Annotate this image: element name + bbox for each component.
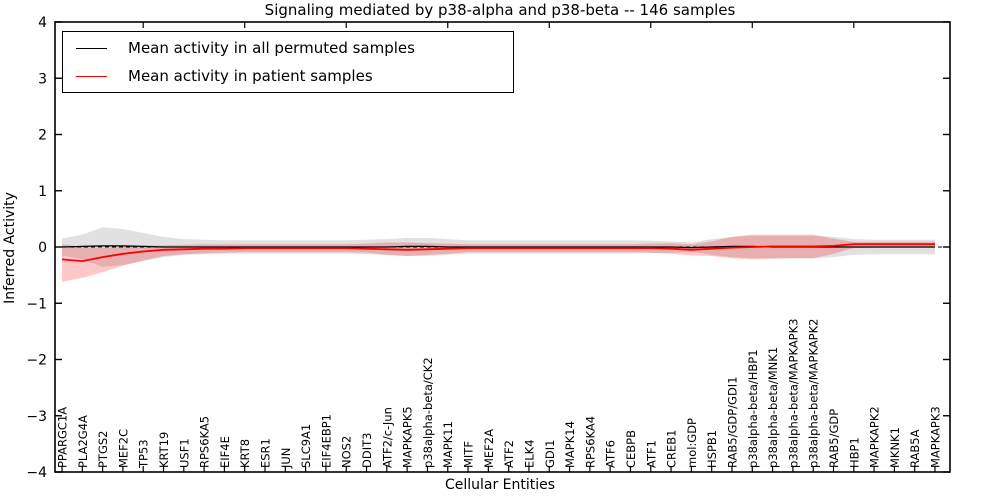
x-tick-label: EIF4EBP1 — [319, 414, 333, 468]
patient-mean-line — [61, 243, 935, 263]
patient-line-sample — [76, 75, 107, 77]
confidence-bands — [62, 227, 935, 282]
x-tick-label: CREB1 — [665, 430, 679, 469]
x-tick-label: JUN — [279, 448, 293, 469]
x-tick-label: ELK4 — [522, 439, 536, 468]
x-tick-label: TP53 — [137, 439, 151, 469]
y-tick-labels: 4 3 2 1 0 −1 −2 −3 −4 — [26, 15, 47, 481]
x-tick-label: GDI1 — [543, 440, 557, 468]
x-tick-label: RAB5A — [908, 429, 922, 468]
y-tick-label: 2 — [38, 128, 47, 144]
legend-item-patient: Mean activity in patient samples — [76, 67, 513, 85]
x-tick-label: PPARGC1A — [56, 407, 70, 468]
y-tick-label: −3 — [26, 409, 47, 425]
x-tick-label: RAB5/GDP/GDI1 — [725, 376, 739, 468]
x-tick-label: MAPKAPK3 — [929, 406, 943, 468]
x-tick-label: MAPK11 — [441, 421, 455, 468]
y-tick-label: −2 — [26, 353, 47, 369]
y-tick-label: −4 — [26, 465, 47, 481]
x-tick-label: ESR1 — [259, 438, 273, 468]
x-tick-label: p38alpha-beta/MAPKAPK3 — [786, 319, 800, 469]
x-axis-label: Cellular Entities — [444, 477, 556, 493]
x-tick-label: SLC9A1 — [299, 424, 313, 468]
y-tick-label: 1 — [38, 184, 47, 200]
x-tick-label: p38alpha-beta/MNK1 — [766, 347, 780, 468]
x-tick-label: p38alpha-beta/HBP1 — [746, 349, 760, 468]
x-tick-label: NOS2 — [340, 436, 354, 468]
x-tick-labels: PPARGC1A PLA2G4A PTGS2 MEF2C TP53 KRT19 USF1 RP… — [56, 319, 943, 470]
x-tick-label: p38alpha-beta/MAPKAPK2 — [807, 319, 821, 469]
x-tick-label: mol:GDP — [685, 418, 699, 468]
x-tick-label: RAB5/GDP — [827, 409, 841, 468]
legend-label-permuted: Mean activity in all permuted samples — [128, 39, 415, 57]
x-tick-label: KRT8 — [238, 439, 252, 468]
x-tick-label: PTGS2 — [96, 431, 110, 469]
y-tick-label: 4 — [38, 15, 47, 31]
x-tick-label: RPS6KA4 — [583, 416, 597, 468]
y-tick-label: 3 — [38, 71, 47, 87]
x-tick-label: HBP1 — [847, 437, 861, 468]
x-tick-label: RPS6KA5 — [198, 416, 212, 468]
series-lines — [61, 243, 935, 263]
y-tick-label: −1 — [26, 296, 47, 312]
axis-ticks — [55, 21, 950, 473]
x-tick-label: MEF2A — [482, 429, 496, 468]
x-tick-label: MEF2C — [116, 429, 130, 468]
x-tick-label: MKNK1 — [888, 427, 902, 468]
x-tick-label: HSPB1 — [705, 430, 719, 468]
x-tick-label: EIF4E — [218, 436, 232, 468]
x-tick-label: p38alpha-beta/CK2 — [421, 357, 435, 468]
x-tick-label: MITF — [462, 441, 476, 468]
x-tick-label: DDIT3 — [360, 433, 374, 468]
x-tick-label: USF1 — [177, 438, 191, 468]
x-tick-label: MAPKAPK2 — [868, 406, 882, 468]
chart-title: Signaling mediated by p38-alpha and p38-… — [264, 1, 736, 19]
legend-label-patient: Mean activity in patient samples — [128, 67, 373, 85]
x-tick-label: ATF2/c-Jun — [380, 407, 394, 468]
legend-item-permuted: Mean activity in all permuted samples — [76, 39, 513, 57]
x-tick-label: MAPKAPK5 — [401, 406, 415, 468]
x-tick-label: MAPK14 — [563, 421, 577, 468]
legend: Mean activity in all permuted samples Me… — [62, 31, 514, 93]
x-tick-label: KRT19 — [157, 432, 171, 468]
x-tick-label: CEBPB — [624, 430, 638, 468]
x-tick-label: ATF6 — [604, 440, 618, 468]
x-tick-label: ATF2 — [502, 440, 516, 468]
x-tick-label: PLA2G4A — [76, 415, 90, 468]
x-tick-label: ATF1 — [644, 440, 658, 468]
y-tick-label: 0 — [38, 240, 47, 256]
permuted-line-sample — [76, 47, 107, 49]
